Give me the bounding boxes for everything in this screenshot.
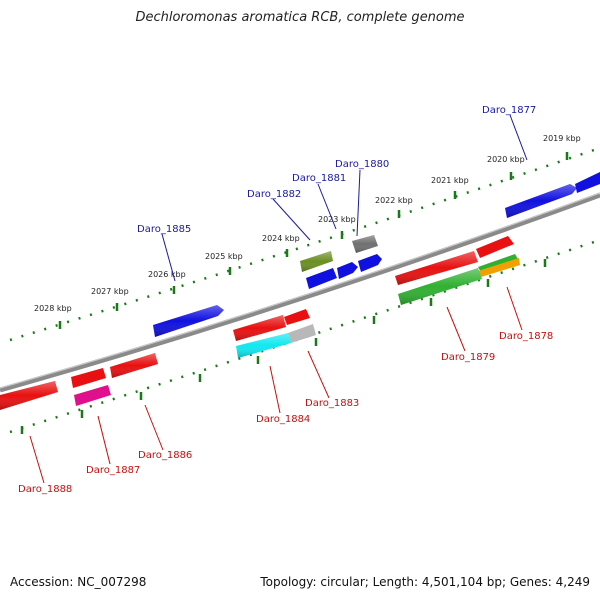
gene-daro-1883[interactable]: [284, 309, 316, 343]
gene-daro-1880[interactable]: [352, 235, 378, 253]
gene-daro-1885[interactable]: [153, 305, 224, 337]
gene-daro-1887[interactable]: [71, 368, 111, 406]
scale-label-2026: 2026 kbp: [148, 270, 186, 279]
gene-daro-1884[interactable]: [233, 315, 291, 358]
scale-label-2025: 2025 kbp: [205, 252, 243, 261]
gene-label-daro-1879[interactable]: Daro_1879: [441, 352, 495, 363]
gene-label-daro-1882[interactable]: Daro_1882: [247, 189, 301, 200]
gene-label-daro-1886[interactable]: Daro_1886: [138, 450, 192, 461]
genome-backbone: [0, 192, 600, 393]
scale-label-2027: 2027 kbp: [91, 287, 129, 296]
gene-label-daro-1884[interactable]: Daro_1884: [256, 414, 310, 425]
gene-daro-1876[interactable]: [575, 172, 600, 193]
gene-daro-1882b[interactable]: [306, 268, 337, 289]
gene-daro-1882[interactable]: [300, 251, 333, 272]
scale-label-2024: 2024 kbp: [262, 234, 300, 243]
scale-label-2022: 2022 kbp: [375, 196, 413, 205]
scale-label-2020: 2020 kbp: [487, 155, 525, 164]
gene-daro-1878[interactable]: [476, 236, 520, 277]
gene-daro-1879[interactable]: [395, 251, 482, 305]
leader-lines-bottom: [29, 286, 523, 484]
gene-label-daro-1885[interactable]: Daro_1885: [137, 224, 191, 235]
scale-track-bottom: [9, 238, 600, 434]
gene-label-daro-1888[interactable]: Daro_1888: [18, 484, 72, 495]
scale-track-top: [9, 146, 600, 342]
scale-label-2028: 2028 kbp: [34, 304, 72, 313]
gene-daro-1886[interactable]: [110, 353, 158, 378]
gene-label-daro-1883[interactable]: Daro_1883: [305, 398, 359, 409]
map-title: Dechloromonas aromatica RCB, complete ge…: [135, 10, 465, 25]
accession-text: Accession: NC_007298: [10, 575, 147, 589]
gene-daro-1888[interactable]: [0, 381, 58, 410]
scale-label-2023: 2023 kbp: [318, 215, 356, 224]
gene-daro-1881[interactable]: [337, 262, 358, 279]
leader-lines-top: [161, 114, 528, 282]
gene-label-daro-1880[interactable]: Daro_1880: [335, 159, 389, 170]
scale-ticks-bottom: [20, 259, 547, 434]
scale-ticks-top: [58, 152, 569, 329]
scale-label-2021: 2021 kbp: [431, 176, 469, 185]
gene-label-daro-1887[interactable]: Daro_1887: [86, 465, 140, 476]
scale-label-2019: 2019 kbp: [543, 134, 581, 143]
gene-daro-1880-lower[interactable]: [358, 254, 382, 272]
genome-backbone-highlight: [0, 192, 600, 389]
gene-label-daro-1878[interactable]: Daro_1878: [499, 331, 553, 342]
gene-label-daro-1877[interactable]: Daro_1877: [482, 105, 536, 116]
gene-daro-1877[interactable]: [505, 184, 577, 218]
genome-summary: Topology: circular; Length: 4,501,104 bp…: [260, 575, 590, 589]
gene-label-daro-1881[interactable]: Daro_1881: [292, 173, 346, 184]
